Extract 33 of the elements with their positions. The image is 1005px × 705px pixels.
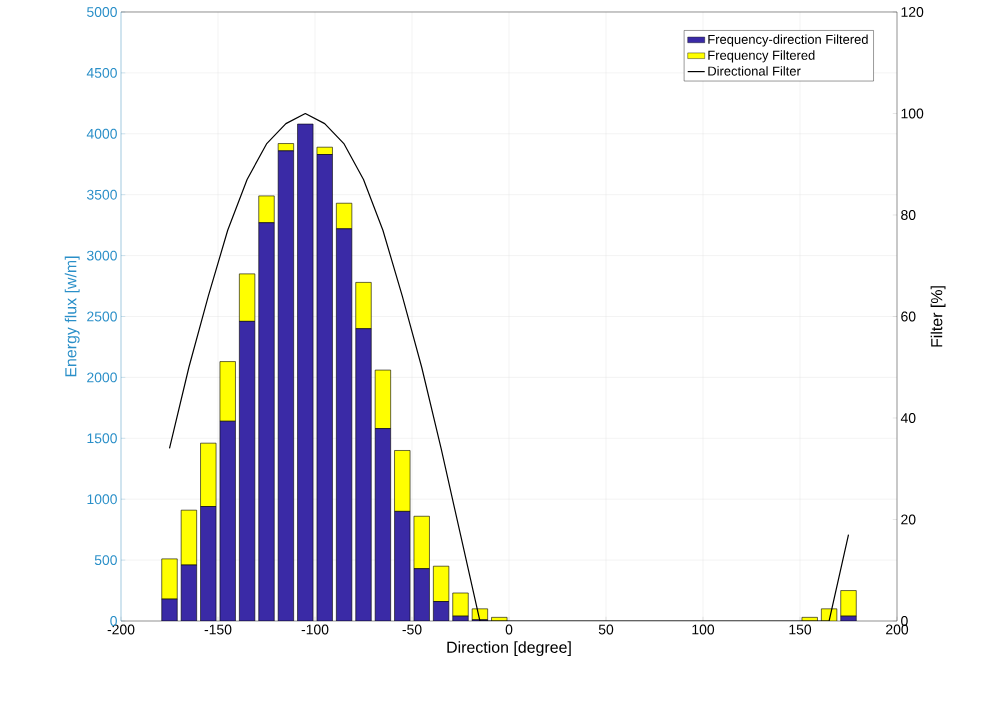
y2-tick-label: 120	[901, 7, 924, 17]
y-axis-title: Energy flux [w/m]	[64, 256, 80, 377]
y-tick-label: 2500	[87, 311, 117, 322]
y-tick-label: 1000	[87, 494, 117, 505]
x-tick-label: -200	[107, 624, 135, 635]
y-tick-label: 4500	[86, 67, 117, 78]
x-tick-label: -50	[402, 624, 422, 635]
x-tick-label: -150	[204, 624, 232, 635]
x-axis-title: Direction [degree]	[447, 641, 571, 657]
y-tick-label: 500	[94, 555, 117, 566]
legend-label: Directional Filter	[708, 66, 801, 76]
legend-label: Frequency Filtered	[708, 50, 815, 63]
y-tick-label: 3000	[86, 250, 117, 261]
y2-tick-label: 40	[900, 413, 916, 423]
x-tick-label: 50	[598, 624, 614, 635]
y2-tick-label: 80	[901, 210, 916, 220]
x-tick-label: 200	[886, 624, 909, 635]
x-tick-label: 100	[692, 624, 715, 635]
x-tick-label: -100	[301, 624, 329, 635]
y2-axis-title: Filter [%]	[930, 286, 946, 347]
y2-tick-label: 100	[901, 108, 924, 119]
y-tick-label: 5000	[87, 7, 117, 17]
x-tick-label: 0	[505, 624, 513, 635]
y-tick-label: 3500	[86, 189, 117, 200]
y-tick-label: 4000	[86, 128, 117, 139]
y-tick-label: 1500	[87, 433, 117, 444]
y2-tick-label: 60	[901, 311, 916, 322]
legend-label: Frequency-direction Filtered	[708, 34, 868, 47]
x-tick-label: 150	[789, 624, 812, 635]
y-tick-label: 2000	[87, 372, 117, 383]
y2-tick-label: 0	[901, 616, 908, 626]
y-tick-label: 0	[110, 616, 117, 626]
y2-tick-label: 20	[901, 514, 916, 525]
